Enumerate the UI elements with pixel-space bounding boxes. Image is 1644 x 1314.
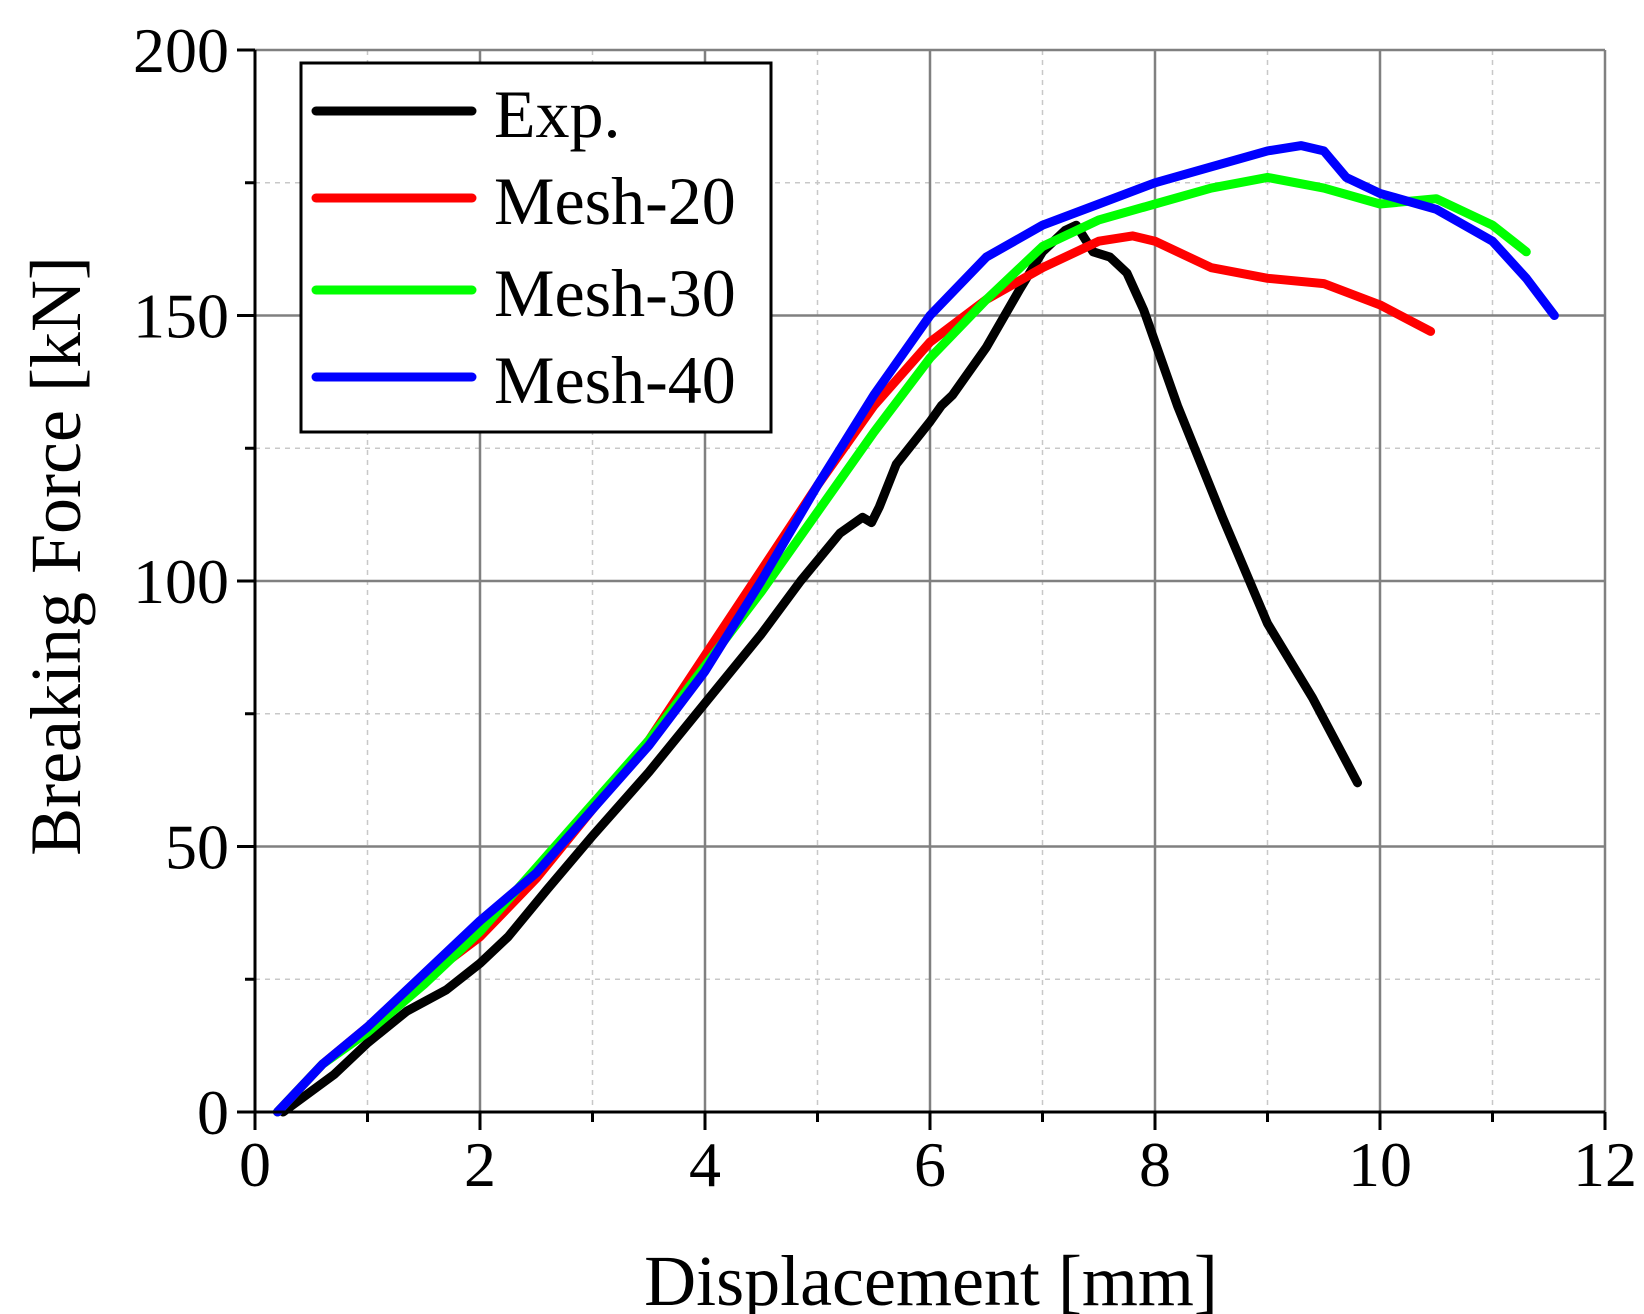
series-line-mesh-30 (273, 172, 1531, 1117)
x-tick-label: 2 (464, 1129, 496, 1200)
x-tick-label: 4 (689, 1129, 721, 1200)
legend-label-mesh-40: Mesh-40 (494, 342, 736, 418)
y-tick-label: 0 (197, 1077, 229, 1148)
x-tick-label: 12 (1573, 1129, 1637, 1200)
series-line-mesh-40 (273, 141, 1559, 1117)
x-tick-label: 6 (914, 1129, 946, 1200)
legend: Exp. Mesh-20 Mesh-30 Mesh-40 (299, 61, 773, 434)
y-tick-label: 100 (133, 546, 229, 617)
y-axis-title: Breaking Force [kN] (16, 256, 96, 856)
x-tick-label: 0 (239, 1129, 271, 1200)
legend-label-mesh-20: Mesh-20 (494, 163, 736, 239)
y-tick-label: 200 (133, 15, 229, 86)
x-tick-label: 8 (1139, 1129, 1171, 1200)
series-line-exp (278, 220, 1362, 1117)
y-tick-label: 150 (133, 281, 229, 352)
legend-label-mesh-30: Mesh-30 (494, 255, 736, 331)
legend-box (299, 61, 773, 434)
series-lines (273, 141, 1559, 1117)
y-tick-label: 50 (165, 812, 229, 883)
legend-label-exp: Exp. (494, 76, 621, 152)
axes (237, 48, 1607, 1130)
x-axis-title: Displacement [mm] (644, 1241, 1218, 1314)
x-tick-label: 10 (1348, 1129, 1412, 1200)
tick-labels: 0 2 4 6 8 10 12 0 50 100 150 200 (133, 15, 1637, 1200)
